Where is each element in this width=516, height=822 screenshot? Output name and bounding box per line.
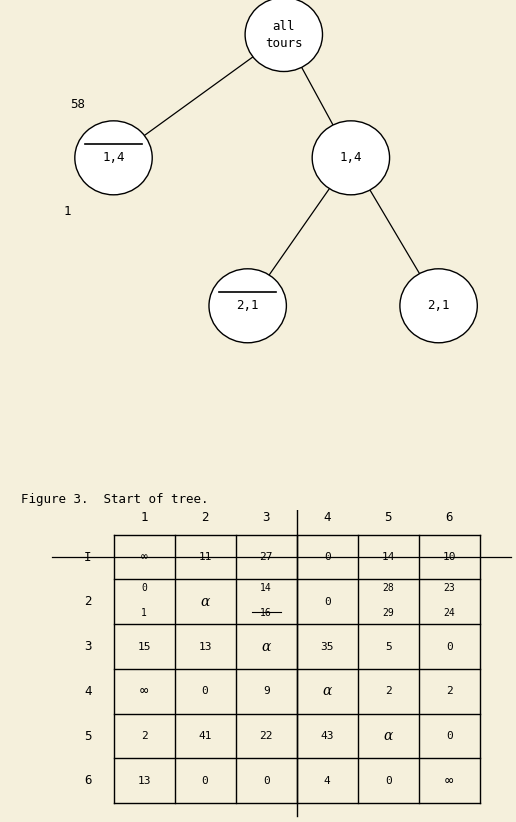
Text: 0: 0 <box>202 776 208 786</box>
Text: 28: 28 <box>382 583 394 593</box>
Text: 1,4: 1,4 <box>102 151 125 164</box>
Text: 5: 5 <box>84 730 91 742</box>
Text: ∞: ∞ <box>445 774 454 787</box>
Circle shape <box>312 121 390 195</box>
Text: 1,4: 1,4 <box>340 151 362 164</box>
Text: α: α <box>383 729 393 743</box>
Text: ∞: ∞ <box>141 552 148 562</box>
Text: 4: 4 <box>324 776 331 786</box>
Text: 6: 6 <box>84 774 91 787</box>
Text: 4: 4 <box>324 510 331 524</box>
Text: 0: 0 <box>385 776 392 786</box>
Text: I: I <box>84 551 91 564</box>
Text: α: α <box>200 595 210 609</box>
Text: 43: 43 <box>320 731 334 741</box>
Text: 13: 13 <box>198 641 212 652</box>
Text: 16: 16 <box>260 607 272 617</box>
Text: 41: 41 <box>198 731 212 741</box>
Text: 0: 0 <box>324 597 331 607</box>
Text: 0: 0 <box>263 776 269 786</box>
Circle shape <box>75 121 152 195</box>
Text: 9: 9 <box>263 686 269 696</box>
Text: 1: 1 <box>140 510 148 524</box>
Text: 15: 15 <box>137 641 151 652</box>
Text: 0: 0 <box>202 686 208 696</box>
Text: 27: 27 <box>260 552 273 562</box>
Text: 2,1: 2,1 <box>236 299 259 312</box>
Text: α: α <box>322 685 332 699</box>
Text: 4: 4 <box>84 685 91 698</box>
Text: 14: 14 <box>381 552 395 562</box>
Text: 0: 0 <box>324 552 331 562</box>
Text: 2: 2 <box>84 595 91 608</box>
Text: 5: 5 <box>384 510 392 524</box>
Text: 0: 0 <box>446 641 453 652</box>
Text: 14: 14 <box>260 583 272 593</box>
Text: ∞: ∞ <box>140 685 148 699</box>
Text: 23: 23 <box>443 583 455 593</box>
Text: 3: 3 <box>263 510 270 524</box>
Circle shape <box>400 269 477 343</box>
Text: 24: 24 <box>443 607 455 617</box>
Text: 58: 58 <box>70 98 85 111</box>
Text: 29: 29 <box>382 607 394 617</box>
Text: 2: 2 <box>446 686 453 696</box>
Text: 2: 2 <box>201 510 209 524</box>
Circle shape <box>245 0 322 72</box>
Text: 0: 0 <box>141 583 147 593</box>
Text: Figure 3.  Start of tree.: Figure 3. Start of tree. <box>21 493 208 506</box>
Text: 2: 2 <box>385 686 392 696</box>
Text: all
tours: all tours <box>265 20 302 49</box>
Circle shape <box>209 269 286 343</box>
Text: 6: 6 <box>446 510 453 524</box>
Text: 2: 2 <box>141 731 148 741</box>
Text: 5: 5 <box>385 641 392 652</box>
Text: 2,1: 2,1 <box>427 299 450 312</box>
Text: 1: 1 <box>141 607 147 617</box>
Text: 3: 3 <box>84 640 91 653</box>
Text: 10: 10 <box>443 552 456 562</box>
Text: 1: 1 <box>63 205 71 218</box>
Text: 11: 11 <box>198 552 212 562</box>
Text: 22: 22 <box>260 731 273 741</box>
Text: 0: 0 <box>446 731 453 741</box>
Text: α: α <box>262 640 271 653</box>
Text: 13: 13 <box>137 776 151 786</box>
Text: 35: 35 <box>320 641 334 652</box>
